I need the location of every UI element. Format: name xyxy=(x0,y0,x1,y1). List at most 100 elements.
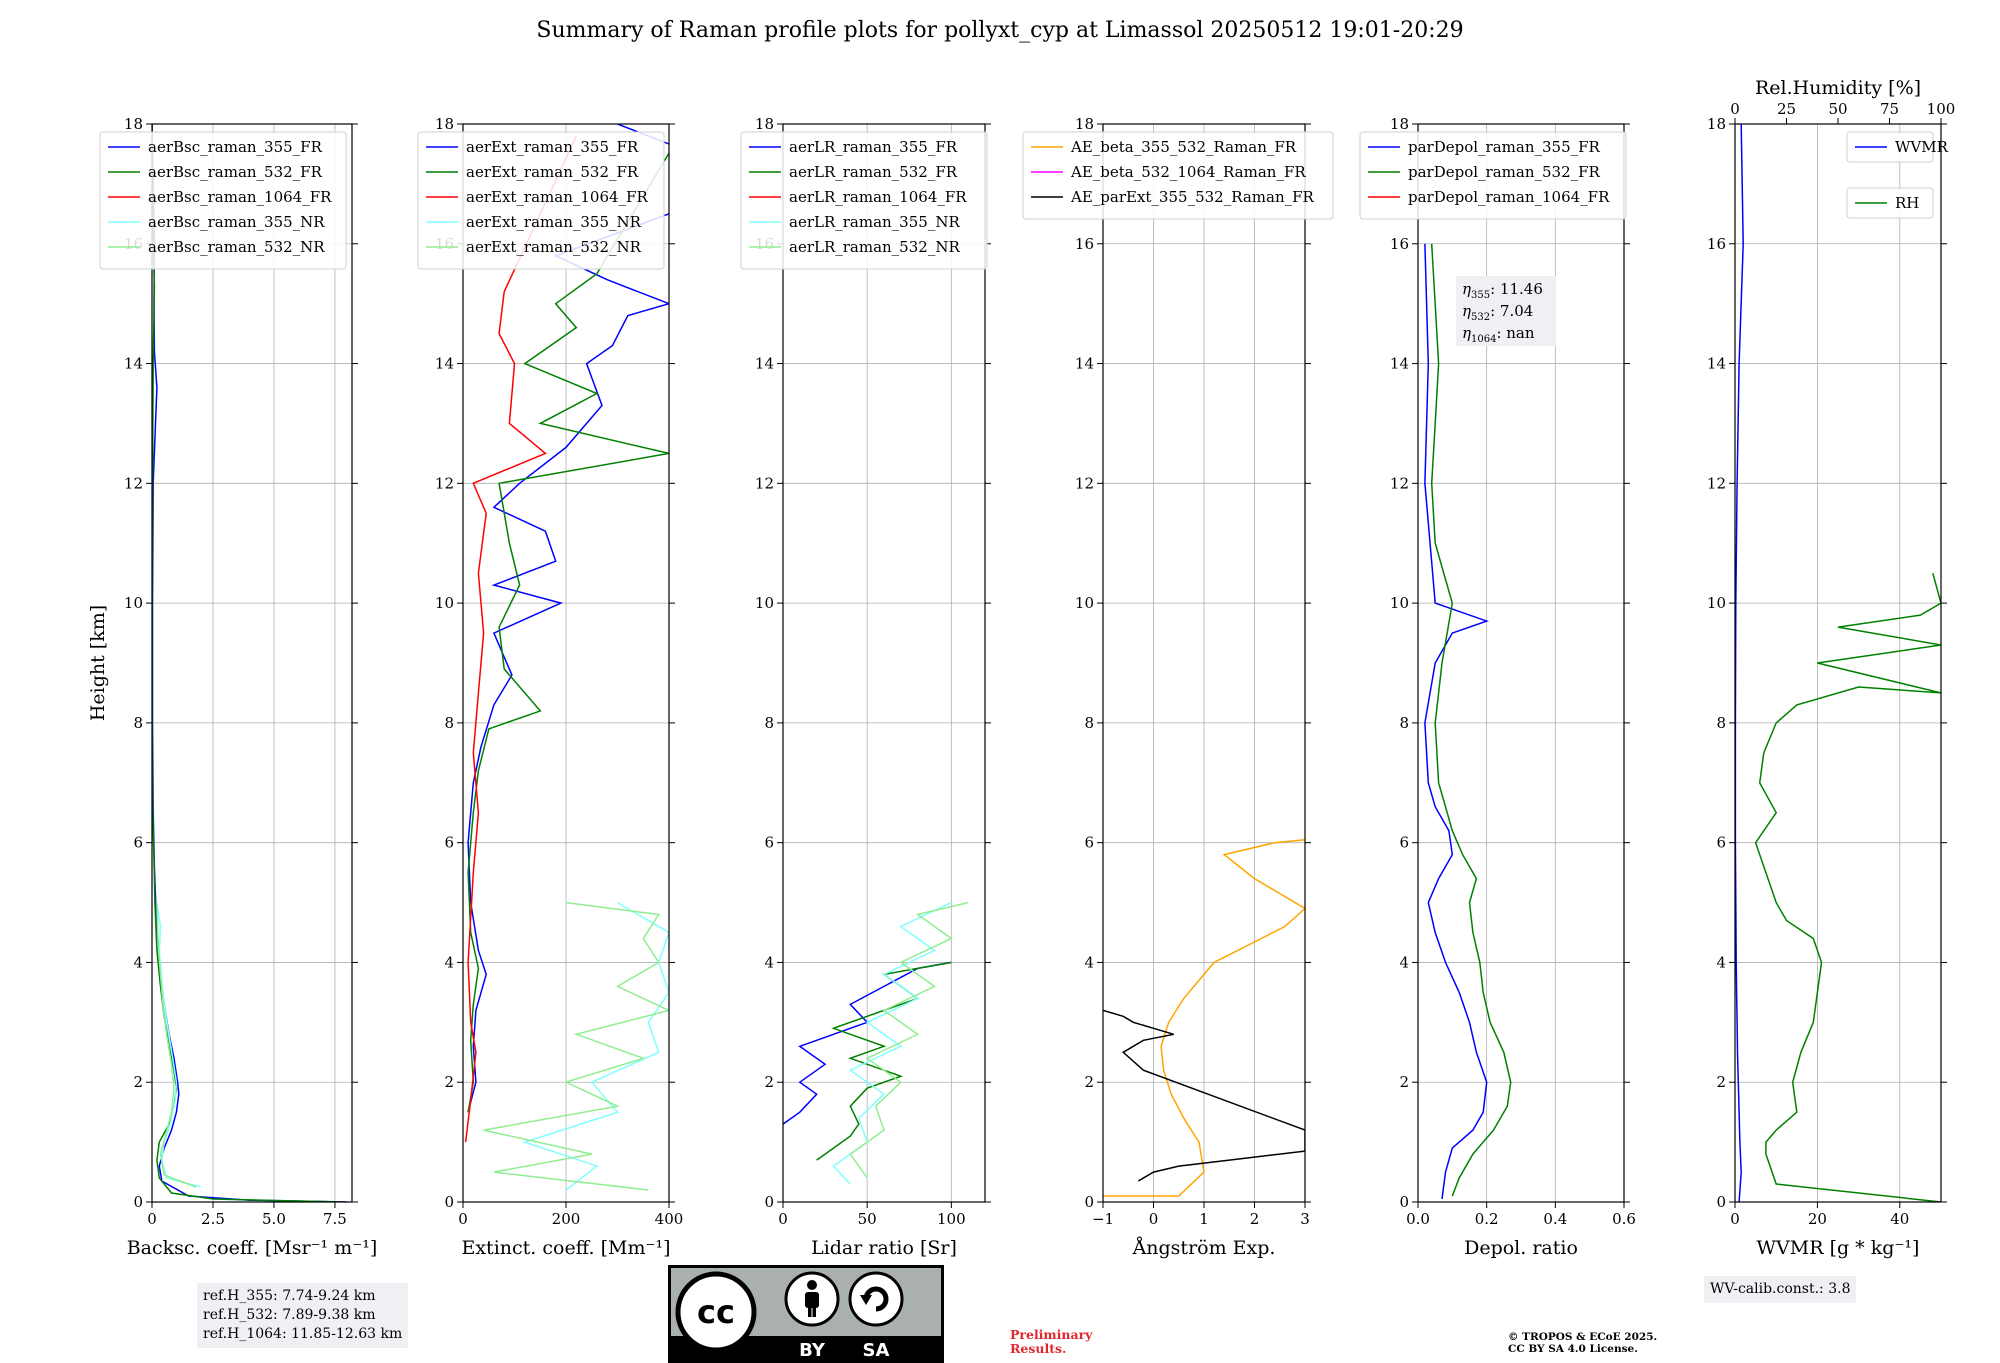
wv-calibration-constant: WV-calib.const.: 3.8 xyxy=(1710,1281,1851,1297)
x-tick-label: 5.0 xyxy=(262,1210,286,1228)
y-tick-label: 4 xyxy=(444,953,454,971)
series-line-aerLR_raman_355_NR xyxy=(832,901,952,1185)
x-tick-label: 20 xyxy=(1808,1210,1827,1228)
copyright-note: © TROPOS & ECoE 2025. CC BY SA 4.0 Licen… xyxy=(1508,1331,1657,1355)
cc-license-badge: cc BY SA xyxy=(668,1265,944,1363)
y-tick-label: 4 xyxy=(133,953,143,971)
y-tick-label: 2 xyxy=(1716,1073,1726,1091)
x-axis-label: Extinct. coeff. [Mm⁻¹] xyxy=(461,1237,670,1259)
series-line-WVMR xyxy=(1735,124,1744,1202)
legend-label: parDepol_raman_532_FR xyxy=(1408,163,1601,181)
x-tick-label: 0.4 xyxy=(1543,1210,1567,1228)
y-tick-label: 6 xyxy=(444,834,454,852)
series-line-aerExt_raman_532_NR xyxy=(483,901,669,1191)
series-line-RH xyxy=(1754,573,1941,1202)
by-label: BY xyxy=(799,1340,826,1361)
legend-label: parDepol_raman_355_FR xyxy=(1408,138,1601,156)
x2-tick-label: 25 xyxy=(1777,100,1796,118)
cc-icon xyxy=(675,1271,757,1353)
y-tick-label: 10 xyxy=(1707,594,1726,612)
chart-panel-5: 0.0 0.2 0.4 0.6 0 2 4 6 8 10 12 14 16 18 Depol. ratio p… xyxy=(1359,115,1636,1259)
y-tick-label: 2 xyxy=(1399,1073,1409,1091)
x-tick-label: 40 xyxy=(1890,1210,1909,1228)
legend-label: aerLR_raman_355_FR xyxy=(789,138,958,156)
plot-frame xyxy=(151,123,353,1203)
series-line-parDepol_raman_355_FR xyxy=(1424,243,1489,1200)
y-tick-label: 14 xyxy=(435,355,454,373)
legend-label: aerExt_raman_1064_FR xyxy=(466,188,648,206)
series-line-aerLR_raman_532_FR xyxy=(816,961,952,1161)
legend-label: AE_beta_355_532_Raman_FR xyxy=(1070,138,1297,156)
series-line-AE_beta_355_532_Raman_FR xyxy=(1103,838,1305,1197)
ref-height-355: ref.H_355: 7.74-9.24 km xyxy=(203,1288,376,1304)
y-tick-label: 18 xyxy=(755,115,774,133)
legend-label: aerExt_raman_532_FR xyxy=(466,163,639,181)
series-line-AE_parExt_355_532_Raman_FR xyxy=(1103,1009,1305,1182)
preliminary-results-note: Preliminary Results. xyxy=(1010,1328,1092,1356)
y-tick-label: 2 xyxy=(444,1073,454,1091)
y-tick-label: 18 xyxy=(1707,115,1726,133)
x-axis-label: WVMR [g * kg⁻¹] xyxy=(1757,1237,1920,1259)
x-tick-label: 3 xyxy=(1300,1210,1310,1228)
series-line-aerBsc_raman_355_FR xyxy=(152,124,348,1202)
legend-label: RH xyxy=(1895,194,1919,212)
cc-mark: cc xyxy=(697,1293,735,1331)
legend-label: aerExt_raman_532_NR xyxy=(466,238,642,256)
legend-label: aerBsc_raman_355_FR xyxy=(148,138,323,156)
y-tick-label: 14 xyxy=(1390,355,1409,373)
y-tick-label: 14 xyxy=(124,355,143,373)
x2-tick-label: 75 xyxy=(1880,100,1899,118)
ref-height-532: ref.H_532: 7.89-9.38 km xyxy=(203,1307,376,1323)
y-tick-label: 8 xyxy=(1399,714,1409,732)
legend-label: aerBsc_raman_355_NR xyxy=(148,213,325,231)
legend-box xyxy=(99,131,347,270)
y-tick-label: 16 xyxy=(1390,235,1409,253)
legend: parDepol_raman_355_FR parDepol_raman_532_… xyxy=(1359,131,1627,220)
y-tick-label: 6 xyxy=(1084,834,1094,852)
preliminary-line-1: Preliminary xyxy=(1010,1327,1093,1342)
y-tick-label: 14 xyxy=(1075,355,1094,373)
x-tick-label: 0.6 xyxy=(1612,1210,1636,1228)
legend-box xyxy=(1846,187,1934,219)
legend-label: AE_beta_532_1064_Raman_FR xyxy=(1070,163,1306,181)
series-line-aerExt_raman_355_NR xyxy=(522,901,669,1191)
chart-panel-3: 050100024681012141618Lidar ratio [Sr]aer… xyxy=(740,115,991,1259)
y-tick-label: 6 xyxy=(1399,834,1409,852)
x-tick-label: 0.0 xyxy=(1406,1210,1430,1228)
chart-panels: 02.55.07.5024681012141618Backsc. coeff. … xyxy=(87,77,1955,1259)
eta-line: η355: 11.46 xyxy=(1462,280,1543,301)
legend-label: parDepol_raman_1064_FR xyxy=(1408,188,1610,206)
x-tick-label: 200 xyxy=(552,1210,581,1228)
legend-label: aerLR_raman_532_FR xyxy=(789,163,958,181)
y-tick-label: 4 xyxy=(764,953,774,971)
series-line-aerLR_raman_532_NR xyxy=(849,901,969,1179)
x2-tick-label: 0 xyxy=(1730,100,1740,118)
y-tick-label: 10 xyxy=(1390,594,1409,612)
series-line-parDepol_raman_532_FR xyxy=(1430,243,1512,1197)
y-tick-label: 8 xyxy=(764,714,774,732)
x-axis-label: Backsc. coeff. [Msr⁻¹ m⁻¹] xyxy=(127,1237,378,1259)
legend-label: aerBsc_raman_1064_FR xyxy=(148,188,332,206)
x-tick-label: 7.5 xyxy=(323,1210,347,1228)
y-tick-label: 4 xyxy=(1399,953,1409,971)
legend-box xyxy=(740,131,988,270)
y-tick-label: 10 xyxy=(1075,594,1094,612)
eta-line: η1064: nan xyxy=(1462,324,1535,345)
legend: aerBsc_raman_355_FR aerBsc_raman_532_FRae… xyxy=(99,131,347,270)
series-line-aerExt_raman_355_FR xyxy=(467,124,669,1113)
x2-axis-label: Rel.Humidity [%] xyxy=(1755,77,1921,99)
y-tick-label: 8 xyxy=(1084,714,1094,732)
legend-label: aerLR_raman_532_NR xyxy=(789,238,960,256)
legend: aerLR_raman_355_FR aerLR_raman_532_FR aerL… xyxy=(740,131,988,270)
y-tick-label: 14 xyxy=(755,355,774,373)
x-tick-label: 0 xyxy=(778,1210,788,1228)
x2-tick-label: 100 xyxy=(1927,100,1956,118)
chart-panel-1: 02.55.07.5024681012141618Backsc. coeff. … xyxy=(87,115,377,1259)
x-axis-label: Depol. ratio xyxy=(1464,1237,1578,1259)
y-tick-label: 8 xyxy=(1716,714,1726,732)
chart-panel-6: 0 20 40 0 2 4 6 8 10 12 14 16 18 WVMR [g * kg⁻¹] 0 25 50… xyxy=(1707,77,1955,1259)
sa-label: SA xyxy=(863,1340,890,1361)
